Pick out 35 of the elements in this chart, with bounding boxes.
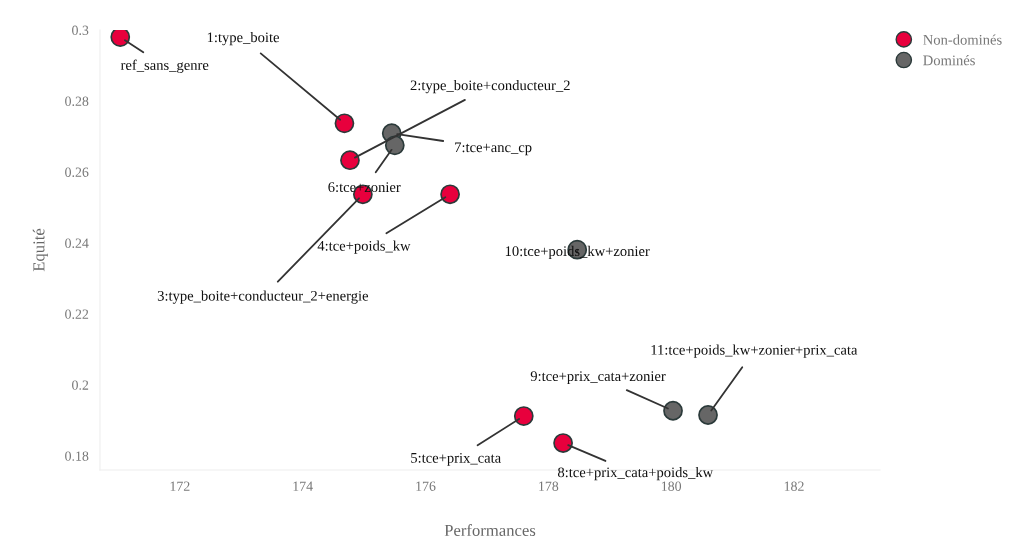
y-tick-label: 0.3 (72, 25, 89, 36)
x-tick-label: 174 (293, 481, 313, 491)
x-tick-label: 172 (170, 481, 190, 491)
x-tick-label: 178 (539, 481, 559, 491)
annotation: ref_sans_genre (120, 59, 209, 73)
annotation: 5:tce+prix_cata (411, 452, 501, 466)
x-axis-title: Performances (444, 524, 536, 536)
x-tick-label: 180 (661, 481, 682, 491)
annotation: 3:type_boite+conducteur_2+energie (157, 290, 369, 304)
annotation: 4:tce+poids_kw (317, 240, 411, 254)
y-tick-label: 0.28 (65, 96, 89, 106)
point (553, 433, 573, 453)
point (334, 113, 355, 134)
annotation: 11:tce+poids_kw+zonier+prix_cata (651, 344, 858, 358)
annotation: 1:type_boite (207, 31, 279, 46)
y-tick-label: 0.22 (65, 309, 89, 319)
y-tick-label: 0.26 (65, 167, 89, 177)
annotation: 2:type_boite+conducteur_2 (410, 79, 570, 94)
legend-label: Dominés (923, 55, 975, 66)
annotation: 9:tce+prix_cata+zonier (530, 371, 666, 385)
y-tick-label: 0.24 (65, 238, 89, 248)
legend-label: Non-dominés (923, 34, 1002, 45)
y-tick-label: 0.2 (72, 380, 89, 390)
x-tick-label: 176 (416, 481, 436, 491)
y-axis-title: Equité (32, 228, 48, 272)
point (513, 406, 534, 426)
point (440, 184, 460, 205)
annotation: 7:tce+anc_cp (455, 142, 532, 156)
y-tick-label: 0.18 (65, 451, 89, 461)
annotation: 8:tce+prix_cata+poids_kw (557, 466, 714, 481)
x-tick-label: 182 (784, 481, 804, 491)
point (698, 405, 718, 425)
point (663, 400, 683, 421)
point (340, 150, 360, 171)
point (110, 30, 131, 47)
